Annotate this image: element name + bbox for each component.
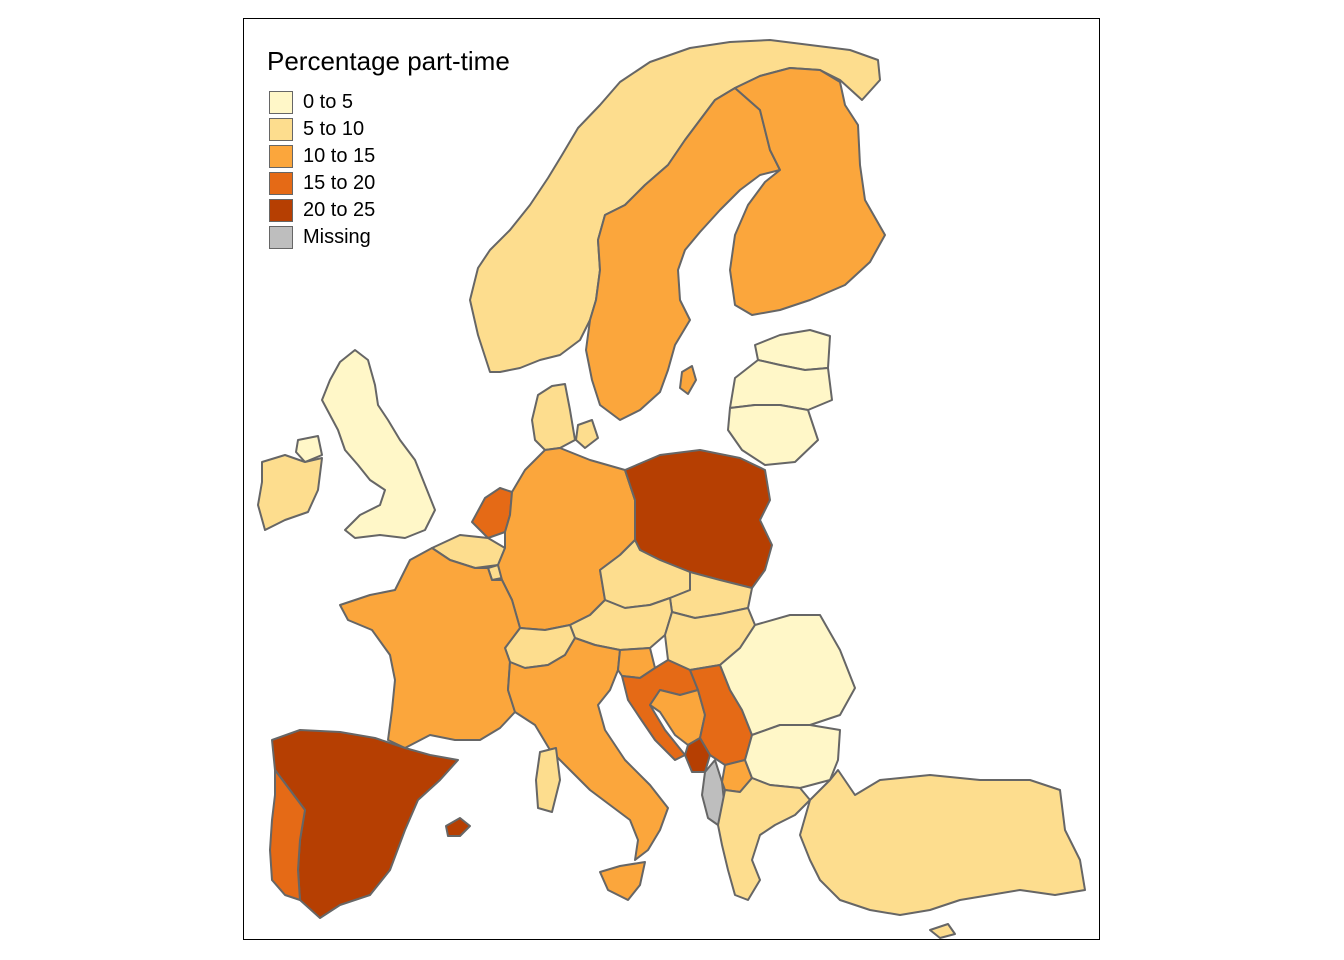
legend-swatch <box>269 91 293 114</box>
legend-swatch <box>269 118 293 141</box>
region-lithuania <box>727 404 819 466</box>
legend-label: 10 to 15 <box>303 145 376 167</box>
legend-title: Percentage part-time <box>267 46 510 76</box>
region-turkey <box>799 769 1086 916</box>
region-greece <box>717 777 811 901</box>
legend-item: 15 to 20 <box>269 170 375 197</box>
region-portugal <box>269 769 306 901</box>
legend-item: 5 to 10 <box>269 116 375 143</box>
region-balearic-islands <box>445 817 471 837</box>
region-denmark-islands <box>575 419 599 449</box>
region-romania <box>719 614 856 736</box>
region-northern-ireland <box>295 435 323 463</box>
legend-item: 10 to 15 <box>269 143 375 170</box>
region-cyprus <box>929 923 956 939</box>
region-united-kingdom <box>321 349 436 539</box>
legend-item: 0 to 5 <box>269 89 375 116</box>
legend-label: Missing <box>303 226 371 248</box>
region-sicily <box>599 861 646 901</box>
legend-item: 20 to 25 <box>269 197 375 224</box>
legend-swatch <box>269 226 293 249</box>
legend-label: 0 to 5 <box>303 91 354 113</box>
region-finland <box>729 67 886 316</box>
legend-swatch <box>269 145 293 168</box>
region-denmark <box>531 383 576 451</box>
legend-swatch <box>269 199 293 222</box>
region-italy <box>507 637 669 861</box>
legend: 0 to 5 5 to 10 10 to 15 15 to 20 20 to 2… <box>269 89 375 251</box>
region-montenegro <box>684 737 711 773</box>
region-gotland <box>679 365 697 395</box>
legend-label: 15 to 20 <box>303 172 376 194</box>
legend-swatch <box>269 172 293 195</box>
region-ireland <box>257 454 323 531</box>
legend-label: 5 to 10 <box>303 118 365 140</box>
region-sweden <box>585 87 781 421</box>
region-sardinia <box>535 747 561 813</box>
legend-item: Missing <box>269 224 375 251</box>
region-bulgaria <box>744 724 841 789</box>
legend-label: 20 to 25 <box>303 199 376 221</box>
